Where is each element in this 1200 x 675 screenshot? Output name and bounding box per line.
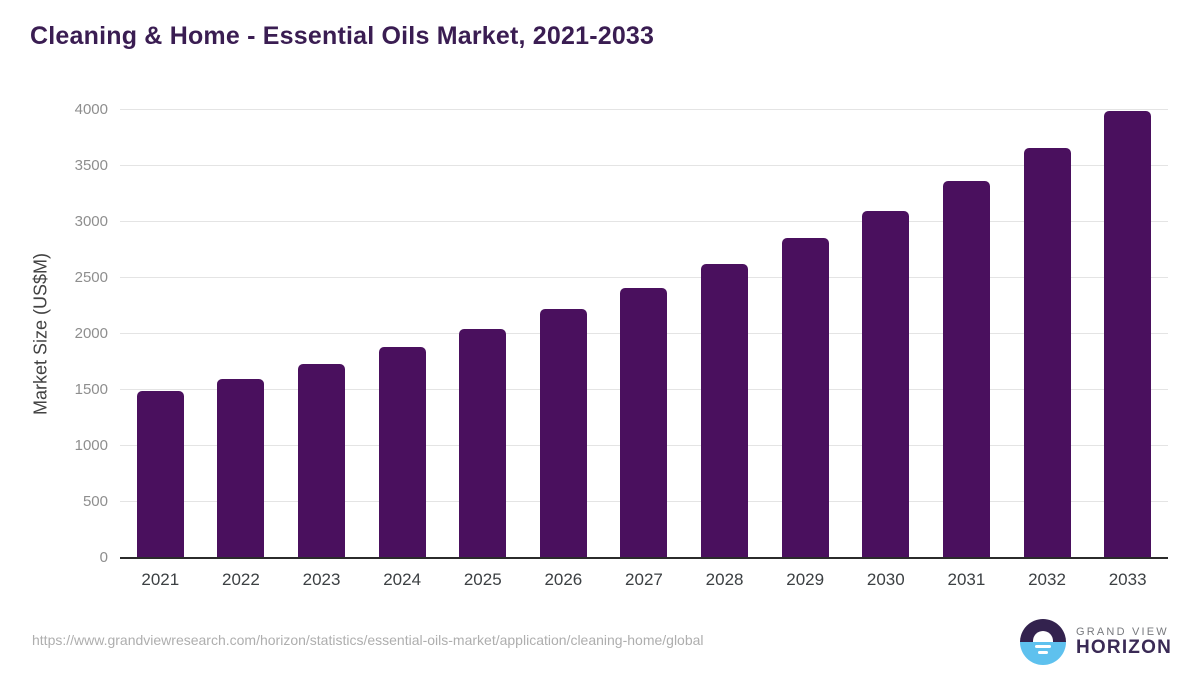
logo-text: GRAND VIEW HORIZON [1076, 626, 1172, 659]
bar-2033 [1104, 111, 1152, 558]
source-url: https://www.grandviewresearch.com/horizo… [32, 632, 704, 648]
bar-slot-2024 [362, 110, 443, 558]
bar-slot-2030 [845, 110, 926, 558]
gridline-4000 [120, 109, 1168, 110]
bar-slot-2029 [765, 110, 846, 558]
x-tick-label-2031: 2031 [947, 570, 986, 589]
y-tick-label-3500: 3500 [74, 157, 108, 174]
grand-view-horizon-logo: GRAND VIEW HORIZON [1020, 619, 1172, 665]
y-tick-label-2000: 2000 [74, 325, 108, 342]
bar-slot-2021 [120, 110, 201, 558]
y-tick-label-500: 500 [82, 493, 108, 510]
bar-2024 [378, 347, 426, 558]
y-tick-label-0: 0 [99, 549, 108, 566]
bar-slot-2033 [1087, 110, 1168, 558]
logo-reflection-line-1 [1035, 645, 1051, 648]
x-tick-label-2022: 2022 [222, 570, 260, 589]
x-tick-label-2025: 2025 [463, 570, 502, 589]
x-tick-label-2033: 2033 [1108, 570, 1147, 589]
bar-2032 [1023, 147, 1071, 558]
plot-area [120, 109, 1168, 559]
gridline-3000 [120, 221, 1168, 222]
x-axis-line [120, 557, 1168, 559]
bar-slot-2032 [1007, 110, 1088, 558]
y-tick-label-3000: 3000 [74, 213, 108, 230]
bar-2025 [459, 328, 507, 558]
bar-slot-2027 [604, 110, 685, 558]
y-tick-label-1500: 1500 [74, 381, 108, 398]
logo-reflection-line-2 [1038, 651, 1048, 654]
x-tick-label-2023: 2023 [302, 570, 341, 589]
bar-slot-2028 [684, 110, 765, 558]
logo-product-name: HORIZON [1076, 636, 1173, 658]
x-tick-label-2029: 2029 [786, 570, 825, 589]
bar-2031 [942, 180, 990, 558]
horizon-sun-icon [1020, 619, 1066, 665]
bar-slot-2025 [442, 110, 523, 558]
x-tick-label-2030: 2030 [866, 570, 905, 589]
bar-series [120, 110, 1168, 558]
x-tick-label-2028: 2028 [705, 570, 744, 589]
chart-title: Cleaning & Home - Essential Oils Market,… [30, 22, 655, 50]
gridline-2500 [120, 277, 1168, 278]
y-tick-label-1000: 1000 [74, 437, 108, 454]
bar-2022 [217, 378, 265, 558]
logo-brand-name: GRAND VIEW [1076, 625, 1169, 638]
bar-slot-2023 [281, 110, 362, 558]
x-tick-label-2021: 2021 [141, 570, 180, 589]
bar-slot-2022 [201, 110, 282, 558]
bar-slot-2031 [926, 110, 1007, 558]
x-tick-label-2027: 2027 [625, 570, 663, 589]
bar-slot-2026 [523, 110, 604, 558]
bar-2029 [781, 238, 829, 558]
x-tick-label-2024: 2024 [383, 570, 422, 589]
x-tick-label-2032: 2032 [1028, 570, 1066, 589]
bar-2030 [862, 211, 910, 558]
bar-2027 [620, 287, 668, 558]
logo-sun-dome [1033, 631, 1053, 642]
y-tick-label-2500: 2500 [74, 269, 108, 286]
bar-2026 [539, 309, 587, 558]
bar-2021 [136, 391, 184, 558]
x-axis-tick-labels: 2021 2022 2023 2024 2025 2026 2027 2028 2029 2030… [120, 570, 1168, 590]
bar-2028 [701, 264, 749, 558]
gridline-3500 [120, 165, 1168, 166]
x-tick-label-2026: 2026 [544, 570, 583, 589]
logo-mark-top-half [1020, 619, 1066, 642]
y-tick-label-4000: 4000 [74, 101, 108, 118]
bar-2023 [298, 364, 346, 558]
